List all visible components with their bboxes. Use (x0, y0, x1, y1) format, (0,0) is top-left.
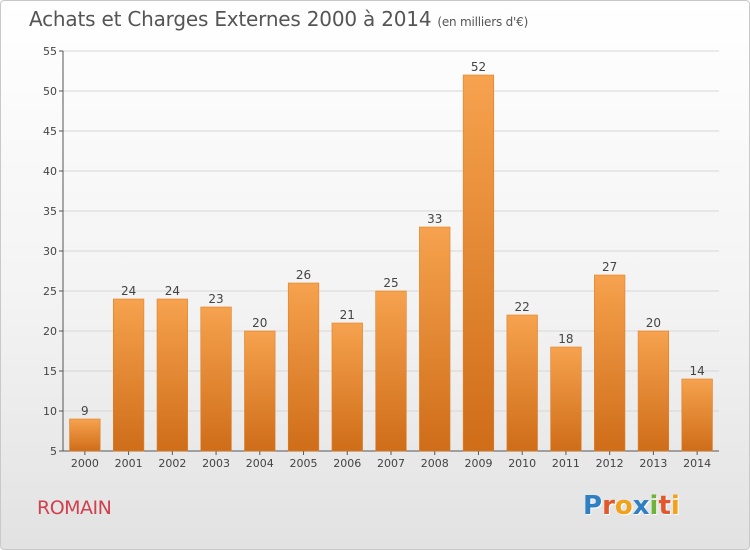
data-label: 52 (471, 60, 486, 74)
bar-2011 (550, 346, 582, 452)
bar-2009 (462, 74, 495, 452)
chart-title: Achats et Charges Externes 2000 à 2014 (e… (29, 7, 528, 31)
bar-2001 (112, 298, 145, 452)
y-tick-label: 15 (43, 365, 57, 378)
data-label: 21 (340, 308, 355, 322)
bar-2008 (419, 226, 451, 452)
x-tick-label: 2001 (115, 457, 143, 470)
x-tick-label: 2008 (421, 457, 449, 470)
data-label: 14 (689, 364, 704, 378)
y-tick-label: 5 (50, 445, 57, 458)
bar-2007 (375, 290, 407, 452)
bar-2000 (69, 418, 101, 452)
data-label: 33 (427, 212, 442, 226)
x-tick-label: 2011 (552, 457, 580, 470)
data-label: 27 (602, 260, 617, 274)
x-tick-label: 2009 (464, 457, 492, 470)
logo-letter: o (614, 491, 633, 521)
commune-name: ROMAIN (37, 497, 112, 519)
x-tick-label: 2014 (683, 457, 711, 470)
data-label: 24 (121, 284, 136, 298)
y-tick-label: 30 (43, 245, 57, 258)
logo-letter: x (632, 491, 650, 521)
x-tick-label: 2003 (202, 457, 230, 470)
x-tick-label: 2000 (71, 457, 99, 470)
logo-letter: t (658, 491, 671, 521)
y-tick-label: 40 (43, 165, 57, 178)
bar-2002 (156, 298, 188, 452)
data-label: 26 (296, 268, 311, 282)
chart-subtitle: (en milliers d'€) (437, 15, 529, 29)
x-tick-label: 2010 (508, 457, 536, 470)
data-labels: 9 24 24 23 20 26 21 25 33 52 22 18 27 20 14 (81, 60, 705, 418)
y-tick-label: 20 (43, 325, 57, 338)
data-label: 25 (383, 276, 398, 290)
bar-2013 (637, 330, 670, 452)
chart-title-text: Achats et Charges Externes 2000 à 2014 (29, 7, 432, 31)
x-tick-label: 2012 (596, 457, 624, 470)
data-label: 9 (81, 404, 89, 418)
bar-2014 (681, 378, 713, 452)
x-tick-label: 2005 (290, 457, 318, 470)
bar-2004 (244, 330, 276, 452)
data-label: 20 (252, 316, 267, 330)
y-tick-label: 10 (43, 405, 57, 418)
x-tick-label: 2004 (246, 457, 274, 470)
bar-2003 (200, 306, 232, 452)
logo-letter: r (602, 491, 615, 521)
logo-letter: P (583, 491, 603, 521)
data-label: 22 (515, 300, 530, 314)
data-label: 18 (558, 332, 573, 346)
data-label: 24 (165, 284, 180, 298)
x-tick-label: 2006 (333, 457, 361, 470)
logo-letter: i (649, 491, 659, 521)
x-tick-label: 2007 (377, 457, 405, 470)
data-label: 23 (208, 292, 223, 306)
logo-letter: i (670, 491, 680, 521)
y-tick-label: 55 (43, 45, 57, 58)
y-tick-label: 45 (43, 125, 57, 138)
bar-2012 (594, 274, 626, 452)
proxiti-logo: Proxiti (583, 491, 680, 521)
bar-2005 (287, 282, 320, 452)
x-tick-label: 2013 (639, 457, 667, 470)
y-tick-label: 50 (43, 85, 57, 98)
x-tick-label: 2002 (158, 457, 186, 470)
data-label: 20 (646, 316, 661, 330)
bars (69, 74, 713, 452)
bar-2006 (331, 322, 363, 452)
bar-2010 (506, 314, 538, 452)
axes: 5 10 15 20 25 30 35 40 45 50 55 2000 2001 2002 2003 200… (43, 45, 719, 470)
y-tick-label: 35 (43, 205, 57, 218)
y-tick-label: 25 (43, 285, 57, 298)
